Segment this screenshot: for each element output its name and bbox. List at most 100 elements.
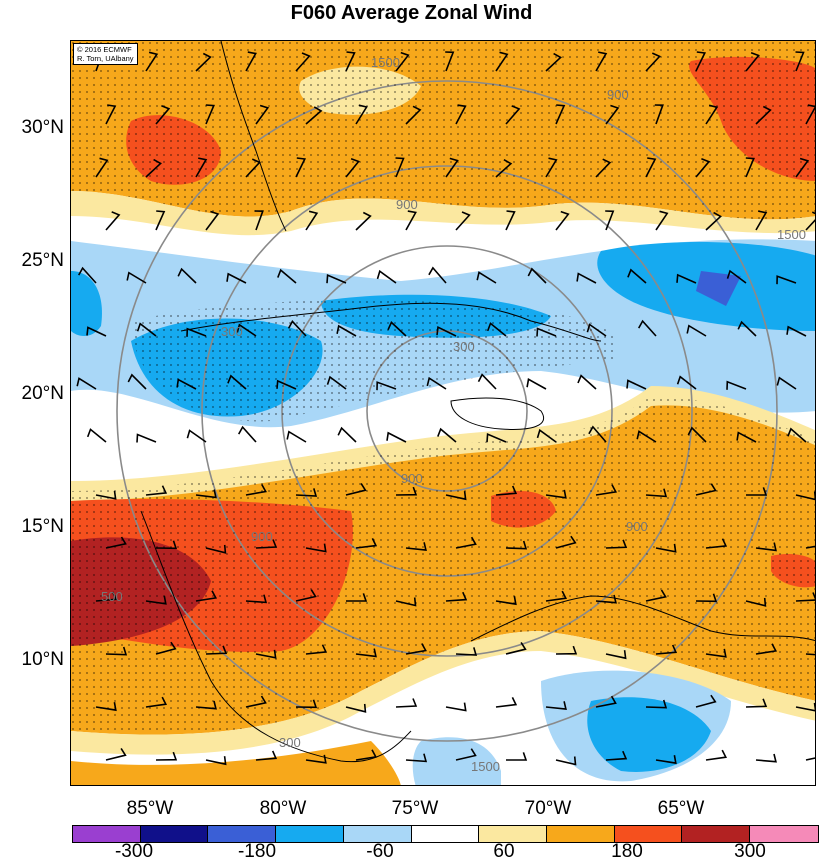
wind-barb [545,52,562,72]
wind-barb [445,491,467,501]
stipple-south [71,396,815,735]
wind-barb [486,433,507,443]
wind-barb [445,702,467,712]
ring-label: 1500 [777,227,806,242]
ring-label: 900 [396,197,418,212]
wind-barb [455,748,477,761]
ring-labels: 1500 900 900 300 300 900 1500 300 500 90… [101,55,806,774]
wind-barb [687,426,707,443]
wind-barb [595,695,617,708]
wind-barb [746,487,768,496]
wind-barb [605,539,628,549]
wind-barb [426,376,447,390]
wind-barb [126,271,147,284]
wind-barb [445,157,459,178]
wind-barb [505,540,528,550]
wind-barb [245,695,267,708]
wind-barb [245,484,267,496]
wind-barb [695,158,711,178]
stipple-north [71,41,815,220]
ring-label: 300 [221,324,243,339]
wind-barb [655,755,677,765]
wind-barb [255,750,278,761]
wind-barb [695,593,718,603]
wind-barb [205,104,215,125]
lon-label: 75°W [391,798,439,819]
wind-barb [255,104,270,125]
wind-barb [437,427,457,443]
wind-barb [805,211,815,231]
wind-barb [395,486,418,496]
wind-barb [605,104,620,125]
wind-barb [326,274,347,284]
wind-barb [795,592,815,602]
wind-barb [776,275,797,285]
wind-barb [605,210,615,231]
wind-barb [345,703,367,713]
wind-barb [355,749,378,761]
wind-barb [737,320,757,337]
wind-barb [536,428,557,443]
wind-barb [705,538,728,549]
wind-barb [145,595,167,605]
wind-barb [755,105,772,125]
colorbar-label: -180 [237,841,277,862]
wind-barb [145,485,168,496]
wind-barb [545,701,567,711]
wind-barb [455,104,467,125]
wind-barb [345,482,367,496]
wind-barb [155,641,177,655]
wind-barb [605,650,627,660]
wind-barb [455,536,477,549]
wind-barb [145,696,168,708]
wind-barb [105,536,127,549]
wind-barb [495,697,518,708]
colorbar-segment [140,826,209,842]
colorbar-segment [614,826,683,842]
wind-barb [645,589,667,602]
wind-barb [586,323,607,337]
wind-barb [495,596,517,606]
wind-barb [595,51,608,72]
wind-barb [588,425,607,443]
wind-barb [254,210,264,231]
wind-barb [705,104,719,125]
wind-barb [645,488,668,498]
blue-core-far-west [71,271,102,336]
south-pale-lower [71,631,815,755]
wind-barb [105,211,121,231]
wind-barb [745,51,760,72]
wind-barb [555,645,578,655]
wind-barb [195,489,217,499]
lon-label: 65°W [657,798,705,819]
wind-barb [555,210,570,231]
wind-barb [145,51,159,72]
ring-label: 1500 [371,55,400,70]
hispaniola-coast [450,397,544,430]
wind-barb [405,643,427,655]
wind-barb [76,377,97,390]
wind-barb [155,540,178,550]
wind-barb [337,426,357,443]
lon-label: 80°W [259,798,307,819]
wind-barb [555,104,566,125]
wind-barb [795,491,815,501]
wind-barb [205,544,227,554]
lat-label: 10°N [21,649,64,670]
chart-title: F060 Average Zonal Wind [290,2,533,24]
wind-barb [155,751,178,761]
wind-barb [186,327,207,337]
wind-barb [195,157,208,178]
wind-barb [355,104,368,125]
wind-barb [195,52,212,72]
wind-barb [386,431,407,443]
wind-barb [226,272,247,284]
credit-line: R. Torn, UAlbany [77,54,134,63]
lat-label: 25°N [21,250,64,271]
wind-barb [395,597,417,607]
wind-barb [78,266,97,284]
south-blue-patch [412,737,501,785]
wind-barb [676,273,697,284]
wind-barb [405,105,422,125]
wind-barb [345,51,356,72]
